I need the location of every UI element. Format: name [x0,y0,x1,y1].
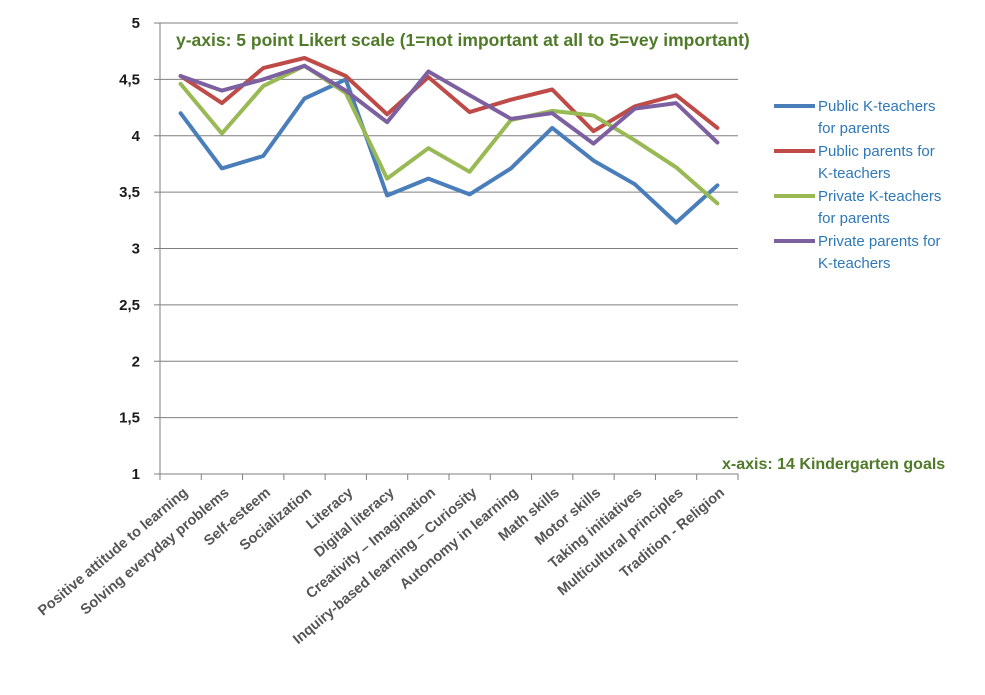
legend-label-4: Private parents for [818,233,941,250]
legend-label-2: K-teachers [818,165,891,182]
legend-label-4: K-teachers [818,255,891,272]
y-tick-label: 2 [132,353,140,370]
y-tick-label: 3,5 [119,184,140,201]
series-line-2 [178,56,720,134]
y-tick-label: 1 [132,466,140,483]
y-tick-label: 4,5 [119,71,140,88]
y-tick-label: 4 [132,128,141,145]
series-line-4 [178,63,720,146]
y-tick-label: 1,5 [119,410,140,427]
series-line-3 [178,63,720,206]
x-category-label: Positive attitude to learning [35,485,191,619]
legend-label-1: Public K-teachers [818,98,936,115]
y-tick-label: 3 [132,241,140,258]
legend-label-1: for parents [818,120,890,137]
legend-label-3: for parents [818,210,890,227]
x-axis-note: x-axis: 14 Kindergarten goals [722,456,945,473]
series-lines [178,56,720,225]
y-axis-ticks: 1 1,5 2 2,5 3 3,5 4 4,5 5 [119,15,160,483]
y-tick-label: 5 [132,15,140,32]
legend-label-2: Public parents for [818,143,935,160]
legend: Public K-teachers for parents Public paren… [774,98,941,272]
legend-label-3: Private K-teachers [818,188,941,205]
y-tick-label: 2,5 [119,297,140,314]
axes [159,23,739,480]
y-axis-note: y-axis: 5 point Likert scale (1=not impo… [176,30,750,50]
series-line-1 [178,77,720,225]
